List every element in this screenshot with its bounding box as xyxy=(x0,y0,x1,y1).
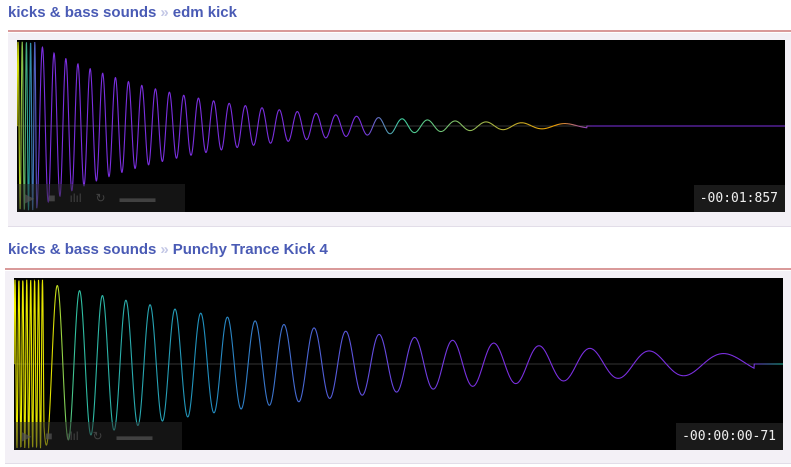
divider xyxy=(8,30,791,32)
player-controls: ▶ ■ ılıl ↻ ▬▬▬ xyxy=(14,422,182,450)
stop-icon[interactable]: ■ xyxy=(48,191,56,205)
player-panel: ▶ ■ ılıl ↻ ▬▬▬ -00:00:00-71 xyxy=(5,271,791,464)
loop-icon[interactable]: ↻ xyxy=(95,191,106,205)
waveform-graphic xyxy=(17,41,785,211)
sound-title-link[interactable]: edm kick xyxy=(172,4,237,21)
volume-icon[interactable]: ▬▬▬ xyxy=(119,191,156,205)
player-controls: ▶ ■ ılıl ↻ ▬▬▬ xyxy=(17,184,185,212)
play-icon[interactable]: ▶ xyxy=(22,429,32,443)
category-link[interactable]: kicks & bass sounds xyxy=(8,4,157,21)
waveform[interactable]: ▶ ■ ılıl ↻ ▬▬▬ -00:00:00-71 xyxy=(14,278,783,450)
breadcrumb: kicks & bass sounds» Punchy Trance Kick 4 xyxy=(8,241,328,258)
divider xyxy=(5,268,791,270)
spectrum-icon[interactable]: ılıl xyxy=(69,191,82,205)
loop-icon[interactable]: ↻ xyxy=(92,429,103,443)
breadcrumb-separator: » xyxy=(160,241,169,258)
waveform[interactable]: ▶ ■ ılıl ↻ ▬▬▬ -00:01:857 xyxy=(17,40,785,212)
player-panel: ▶ ■ ılıl ↻ ▬▬▬ -00:01:857 xyxy=(8,33,791,227)
waveform-graphic xyxy=(14,279,783,449)
play-icon[interactable]: ▶ xyxy=(25,191,35,205)
breadcrumb-separator: » xyxy=(160,4,169,21)
waveform-line xyxy=(17,41,785,211)
breadcrumb: kicks & bass sounds» edm kick xyxy=(8,4,237,21)
sound-title-link[interactable]: Punchy Trance Kick 4 xyxy=(172,241,328,258)
volume-icon[interactable]: ▬▬▬ xyxy=(116,429,153,443)
spectrum-icon[interactable]: ılıl xyxy=(66,429,79,443)
time-display: -00:00:00-71 xyxy=(676,423,783,450)
category-link[interactable]: kicks & bass sounds xyxy=(8,241,157,258)
stop-icon[interactable]: ■ xyxy=(45,429,53,443)
waveform-line xyxy=(14,279,783,449)
time-display: -00:01:857 xyxy=(693,185,785,212)
